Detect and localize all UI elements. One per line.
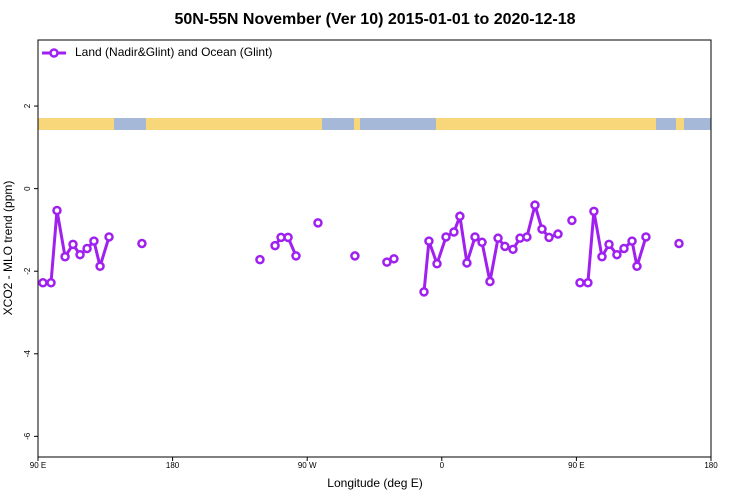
land [146,118,322,130]
data-point [597,252,607,262]
data-point [382,257,392,267]
data-point [619,243,629,254]
land [38,118,114,130]
land [676,118,684,130]
data-point [137,238,147,249]
data-point [95,261,105,272]
x-tick-label: 90 E [30,461,46,470]
y-tick-label: 0 [23,186,32,191]
data-point [641,232,651,242]
data-point [575,278,585,288]
y-tick-label: -4 [23,350,32,358]
data-point [449,227,459,237]
data-point [589,206,599,217]
data-line [42,210,111,285]
data-point [500,241,510,252]
y-axis-label: XCO2 - MLO trend (ppm) [1,181,15,316]
y-tick-label: -6 [23,432,32,440]
x-tick-label: 90 E [568,461,584,470]
x-tick-label: 180 [704,461,718,470]
data-point [313,218,323,228]
data-point [477,237,487,248]
data-point [522,232,532,242]
data-point [291,251,301,261]
data-point [424,236,434,246]
data-point [455,211,465,222]
data-point [350,251,360,261]
data-point [82,243,92,254]
data-point [255,254,265,265]
data-point [470,232,480,242]
data-point [604,239,614,250]
x-tick-label: 0 [440,461,445,470]
data-point [632,261,642,272]
legend-marker [49,48,59,58]
data-point [553,229,563,239]
data-point [389,254,399,264]
data-point [493,233,503,243]
data-point [46,278,56,288]
x-tick-label: 180 [166,461,180,470]
data-point [508,244,518,255]
data-point [419,287,429,297]
x-tick-label: 90 W [298,461,317,470]
data-point [283,232,293,243]
land [354,118,360,130]
data-line [579,211,648,285]
data-point [432,259,442,269]
data-point [462,258,472,268]
data-point [441,232,451,242]
data-point [583,278,593,288]
land [436,118,656,130]
chart-title: 50N-55N November (Ver 10) 2015-01-01 to … [174,11,575,28]
data-point [612,249,622,260]
data-point [68,239,78,250]
data-point [89,236,99,246]
data-point [544,232,554,243]
data-point [60,252,70,262]
data-point [485,276,495,287]
data-point [537,224,547,234]
data-point [38,278,48,288]
y-tick-label: -2 [23,267,32,275]
data-point [52,205,62,216]
data-point [104,232,114,242]
y-tick-label: 2 [23,103,32,108]
data-point [627,236,637,246]
legend-label: Land (Nadir&Glint) and Ocean (Glint) [75,45,272,59]
data-point [270,240,280,251]
data-point [674,238,684,249]
x-axis-label: Longitude (deg E) [327,476,422,490]
map-strip [38,118,711,130]
data-point [530,200,540,210]
data-point [75,249,85,260]
data-point [567,215,577,226]
plot-frame [37,39,712,458]
